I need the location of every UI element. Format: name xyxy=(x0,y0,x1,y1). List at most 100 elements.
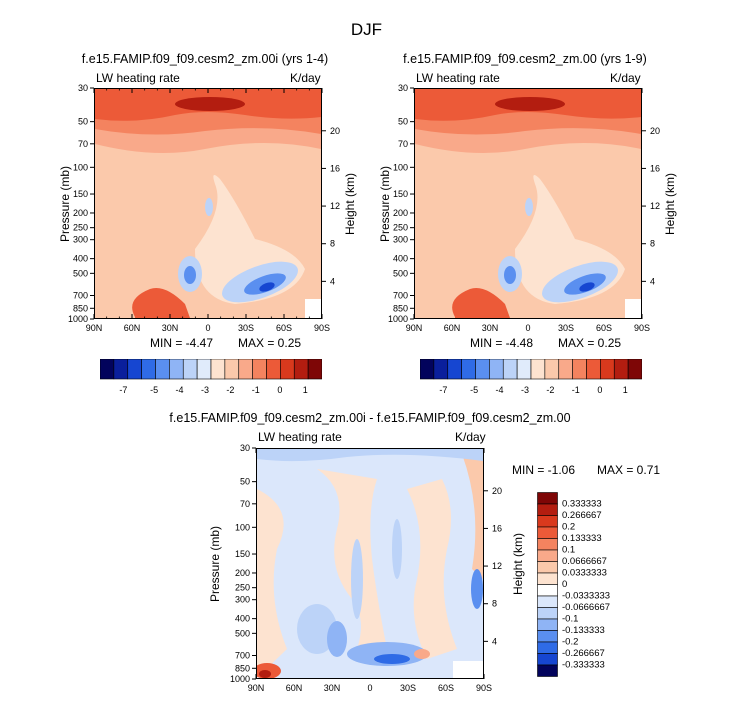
panel-3-colorbar-label: 0 xyxy=(562,579,567,590)
panel-3-colorbar-box xyxy=(537,653,558,666)
panel-3-colorbar-label: -0.266667 xyxy=(562,648,605,659)
panel-1-y2tick-label: 8 xyxy=(330,239,335,249)
panel-3-colorbar-label: -0.2 xyxy=(562,637,578,648)
panel-1-colorbar-box xyxy=(293,359,309,380)
panel-3-ytick-label: 850 xyxy=(235,663,250,673)
panel-3-max: MAX = 0.71 xyxy=(597,463,661,477)
panel-2-contour-field xyxy=(415,89,641,318)
panel-2-colorbar-box xyxy=(475,359,490,380)
panel-3-title: f.e15.FAMIP.f09_f09.cesm2_zm.00i - f.e15… xyxy=(169,411,571,425)
panel-2-ytick-label: 50 xyxy=(398,117,408,127)
panel-3-colorbar-label: 0.1 xyxy=(562,545,575,556)
panel-3-xtick-label: 90S xyxy=(476,683,492,693)
panel-1-colorbar-box xyxy=(182,359,198,380)
panel-1-colorbar-box xyxy=(280,359,295,380)
panel-2-colorbar-box xyxy=(489,359,504,380)
panel-1-colorbar-label: -7 xyxy=(119,385,127,395)
panel-1-y2tick-label: 4 xyxy=(330,276,335,286)
panel-3-min: MIN = -1.06 xyxy=(512,463,576,477)
panel-2-xtick-label: 60N xyxy=(444,323,461,333)
panel-3-colorbar-label: -0.133333 xyxy=(562,625,605,636)
panel-3-ytick-label: 150 xyxy=(235,549,250,559)
panel-3-xtick-label: 90N xyxy=(248,683,265,693)
panel-3-plot xyxy=(256,448,484,679)
panel-3-colorbar-label: 0.0333333 xyxy=(562,568,607,579)
panel-3-ytick-label: 70 xyxy=(240,499,250,509)
panel-1-colorbar-label: -2 xyxy=(226,385,234,395)
panel-2-ytick-label: 70 xyxy=(398,139,408,149)
panel-3-ylabel: Pressure (mb) xyxy=(208,526,222,603)
panel-1-colorbar-box xyxy=(155,359,170,380)
panel-3-colorbar-box xyxy=(537,561,558,574)
panel-2-colorbar-box xyxy=(558,359,573,380)
panel-2-colorbar-label: -2 xyxy=(546,385,554,395)
panel-1-colorbar-box xyxy=(127,359,142,380)
panel-2-colorbar-box xyxy=(433,359,449,380)
panel-2-plot xyxy=(414,88,642,319)
panel-1-colorbar-box xyxy=(266,359,281,380)
panel-1-max: MAX = 0.25 xyxy=(238,336,302,350)
panel-3-colorbar-label: -0.0333333 xyxy=(562,591,610,602)
panel-2-ytick-label: 700 xyxy=(393,291,408,301)
panel-3-colorbar-box xyxy=(537,584,558,597)
panel-1-ytick-label: 150 xyxy=(73,189,88,199)
panel-3-y2tick-label: 4 xyxy=(492,636,497,646)
panel-3-colorbar-box xyxy=(537,515,558,528)
panel-3-colorbar-box xyxy=(537,630,558,643)
panel-2-colorbar-box xyxy=(530,359,546,380)
panel-1-colorbar-label: 1 xyxy=(303,385,308,395)
panel-3-colorbar-box xyxy=(537,572,558,585)
panel-2-xtick-label: 30S xyxy=(558,323,574,333)
panel-2-colorbar-box xyxy=(461,359,476,380)
panel-2-colorbar-box xyxy=(420,359,435,380)
panel-2-ytick-label: 200 xyxy=(393,208,408,218)
panel-3-xtick-label: 30N xyxy=(324,683,341,693)
panel-3-colorbar-box xyxy=(537,526,558,539)
panel-3-ylabel-right: Height (km) xyxy=(511,533,525,596)
panel-2-ylabel-right: Height (km) xyxy=(663,173,677,236)
panel-3-y2tick-label: 12 xyxy=(492,561,502,571)
panel-3-ytick-label: 1000 xyxy=(230,674,250,684)
panel-1-xtick-label: 30S xyxy=(238,323,254,333)
panel-2-left-label: LW heating rate xyxy=(416,71,500,85)
panel-1-left-label: LW heating rate xyxy=(96,71,180,85)
panel-3-ytick-label: 700 xyxy=(235,651,250,661)
panel-1-colorbar-box xyxy=(141,359,156,380)
panel-1-ytick-label: 50 xyxy=(78,117,88,127)
panel-3-left-label: LW heating rate xyxy=(258,430,342,444)
panel-1-colorbar-label: -4 xyxy=(176,385,184,395)
panel-2-y2tick-label: 12 xyxy=(650,201,660,211)
panel-2-title: f.e15.FAMIP.f09_f09.cesm2_zm.00 (yrs 1-9… xyxy=(403,52,647,66)
panel-3-colorbar-box xyxy=(537,641,558,654)
panel-1-colorbar-box xyxy=(196,359,212,380)
panel-2-colorbar-box xyxy=(516,359,532,380)
panel-2-ylabel: Pressure (mb) xyxy=(378,166,392,243)
panel-2-units: K/day xyxy=(610,71,641,85)
panel-1-xtick-label: 0 xyxy=(205,323,210,333)
panel-1-ytick-label: 30 xyxy=(78,83,88,93)
panel-2-y2tick-label: 16 xyxy=(650,163,660,173)
panel-1-ytick-label: 200 xyxy=(73,208,88,218)
panel-1-colorbar-label: -3 xyxy=(201,385,209,395)
panel-3-colorbar-label: -0.0666667 xyxy=(562,602,610,613)
panel-2-colorbar-box xyxy=(447,359,462,380)
panel-2-colorbar-box xyxy=(586,359,601,380)
panel-3-colorbar-label: 0.266667 xyxy=(562,510,602,521)
panel-3-ytick-label: 300 xyxy=(235,595,250,605)
panel-3-colorbar-label: -0.1 xyxy=(562,614,578,625)
panel-2-xtick-label: 90S xyxy=(634,323,650,333)
panel-2-y2tick-label: 4 xyxy=(650,276,655,286)
panel-1-colorbar-box xyxy=(238,359,253,380)
panel-2-colorbar-label: 1 xyxy=(623,385,628,395)
panel-3-ytick-label: 30 xyxy=(240,443,250,453)
panel-3-xtick-label: 60N xyxy=(286,683,303,693)
panel-3-contour-field xyxy=(257,449,483,678)
panel-2-colorbar-box xyxy=(627,359,642,380)
panel-2-xtick-label: 60S xyxy=(596,323,612,333)
panel-2-ytick-label: 100 xyxy=(393,162,408,172)
panel-2-ytick-label: 400 xyxy=(393,254,408,264)
panel-1-colorbar: -7 -5 -4 -3 -2 -1 0 1 xyxy=(100,359,322,395)
panel-3-ytick-label: 200 xyxy=(235,568,250,578)
panel-3-xtick-label: 30S xyxy=(400,683,416,693)
panel-3-colorbar: 0.3333330.2666670.20.1333330.10.06666670… xyxy=(537,492,610,677)
